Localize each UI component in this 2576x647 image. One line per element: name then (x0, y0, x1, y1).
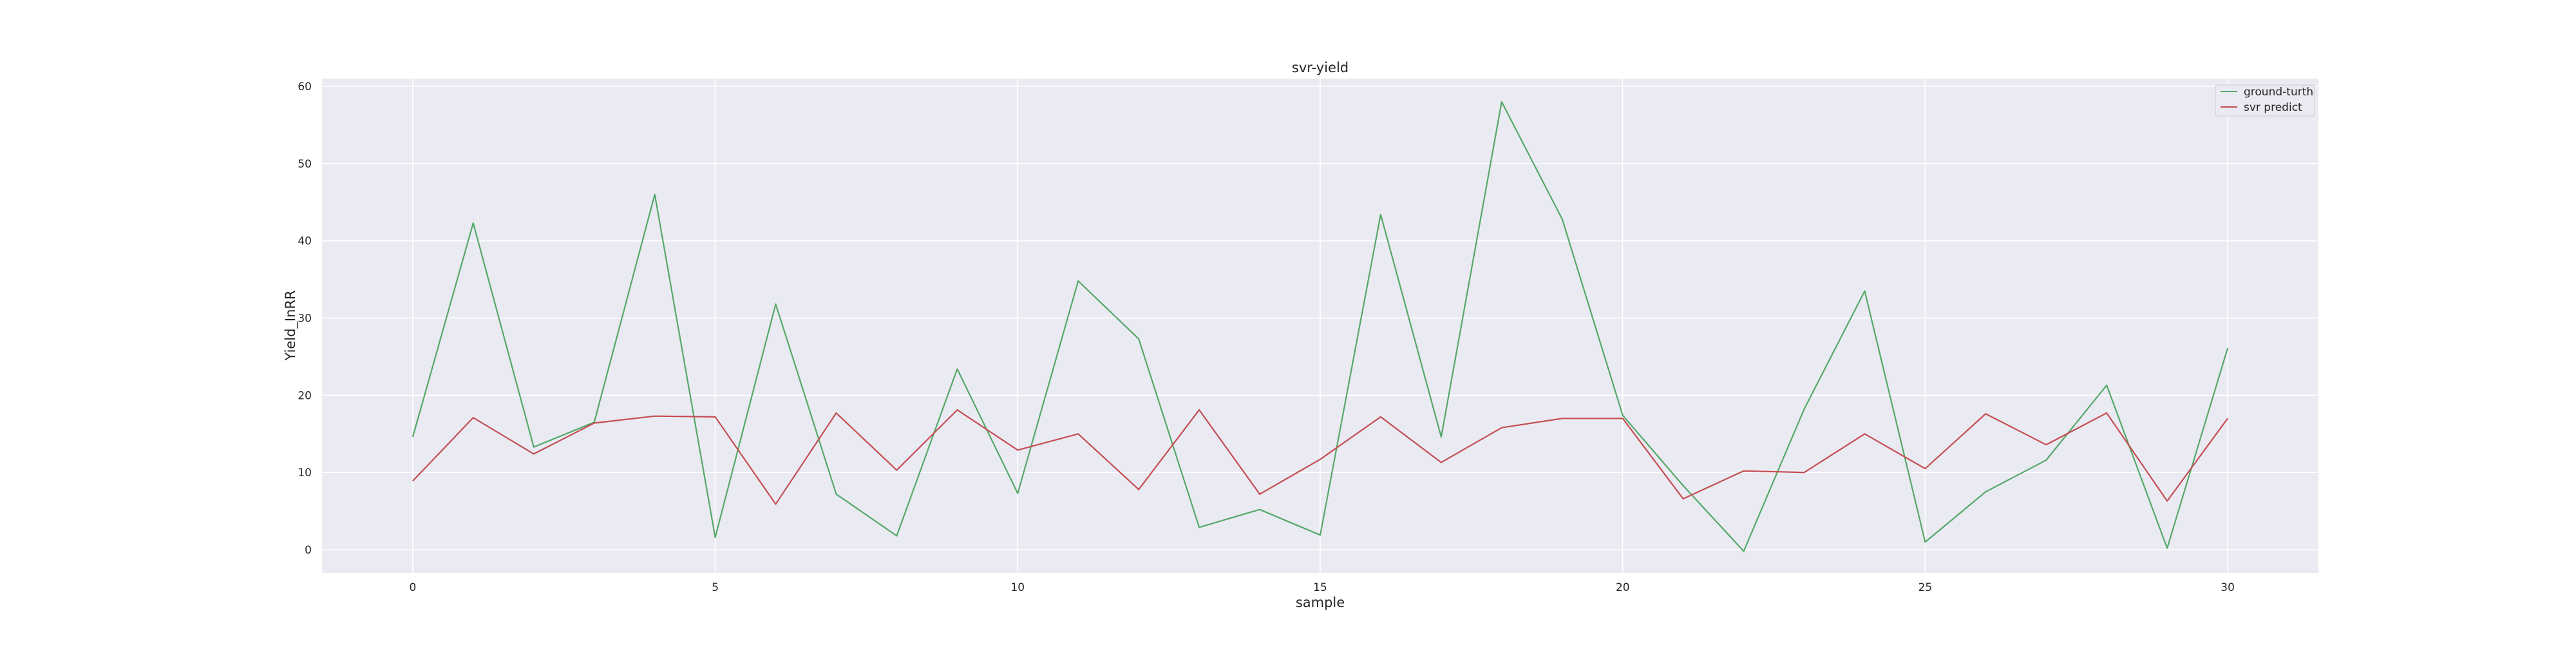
series-layer (412, 101, 2229, 552)
y-tick-label: 0 (305, 544, 312, 557)
legend-label-ground-turth: ground-turth (2244, 86, 2313, 99)
x-tick-label: 20 (1616, 581, 1630, 594)
series-line-svr-predict (412, 409, 2228, 505)
series-line-ground-turth (412, 101, 2229, 552)
x-tick-label: 15 (1313, 581, 1327, 594)
x-axis-ticks: 0 5 10 15 20 25 30 (409, 581, 2234, 594)
y-tick-label: 20 (298, 389, 312, 402)
y-tick-label: 40 (298, 235, 312, 248)
y-tick-label: 50 (298, 158, 312, 171)
chart-title: svr-yield (1292, 60, 1349, 75)
x-tick-label: 25 (1918, 581, 1933, 594)
legend-label-svr-predict: svr predict (2244, 101, 2302, 114)
y-tick-label: 10 (298, 467, 312, 479)
y-tick-label: 60 (298, 81, 312, 93)
x-tick-label: 5 (712, 581, 719, 594)
x-axis-label: sample (1296, 595, 1345, 610)
x-tick-label: 10 (1010, 581, 1025, 594)
grid-lines (322, 79, 2318, 573)
x-tick-label: 0 (409, 581, 416, 594)
y-axis-ticks: 0 10 20 30 40 50 60 (298, 81, 312, 557)
legend-box (2215, 84, 2315, 117)
legend: ground-turth svr predict (2215, 84, 2315, 117)
y-tick-label: 30 (298, 313, 312, 325)
y-axis-label: Yield_InRR (283, 290, 299, 361)
x-tick-label: 30 (2221, 581, 2235, 594)
